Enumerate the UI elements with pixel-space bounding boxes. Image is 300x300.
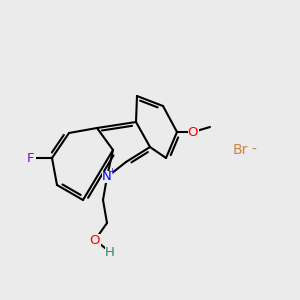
Text: +: + <box>109 167 116 176</box>
Text: O: O <box>90 233 100 247</box>
Bar <box>104 246 116 258</box>
Bar <box>89 234 100 246</box>
Text: F: F <box>26 152 34 164</box>
Text: O: O <box>188 125 198 139</box>
Text: H: H <box>105 245 115 259</box>
Text: -: - <box>252 143 256 157</box>
Bar <box>188 126 199 138</box>
Text: N: N <box>102 170 112 184</box>
Text: Br: Br <box>232 143 248 157</box>
Bar <box>25 152 35 164</box>
Bar <box>101 171 112 183</box>
